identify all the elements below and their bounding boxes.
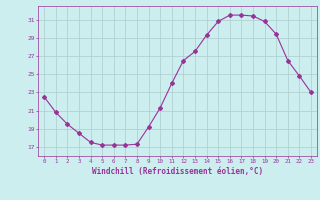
X-axis label: Windchill (Refroidissement éolien,°C): Windchill (Refroidissement éolien,°C) <box>92 167 263 176</box>
